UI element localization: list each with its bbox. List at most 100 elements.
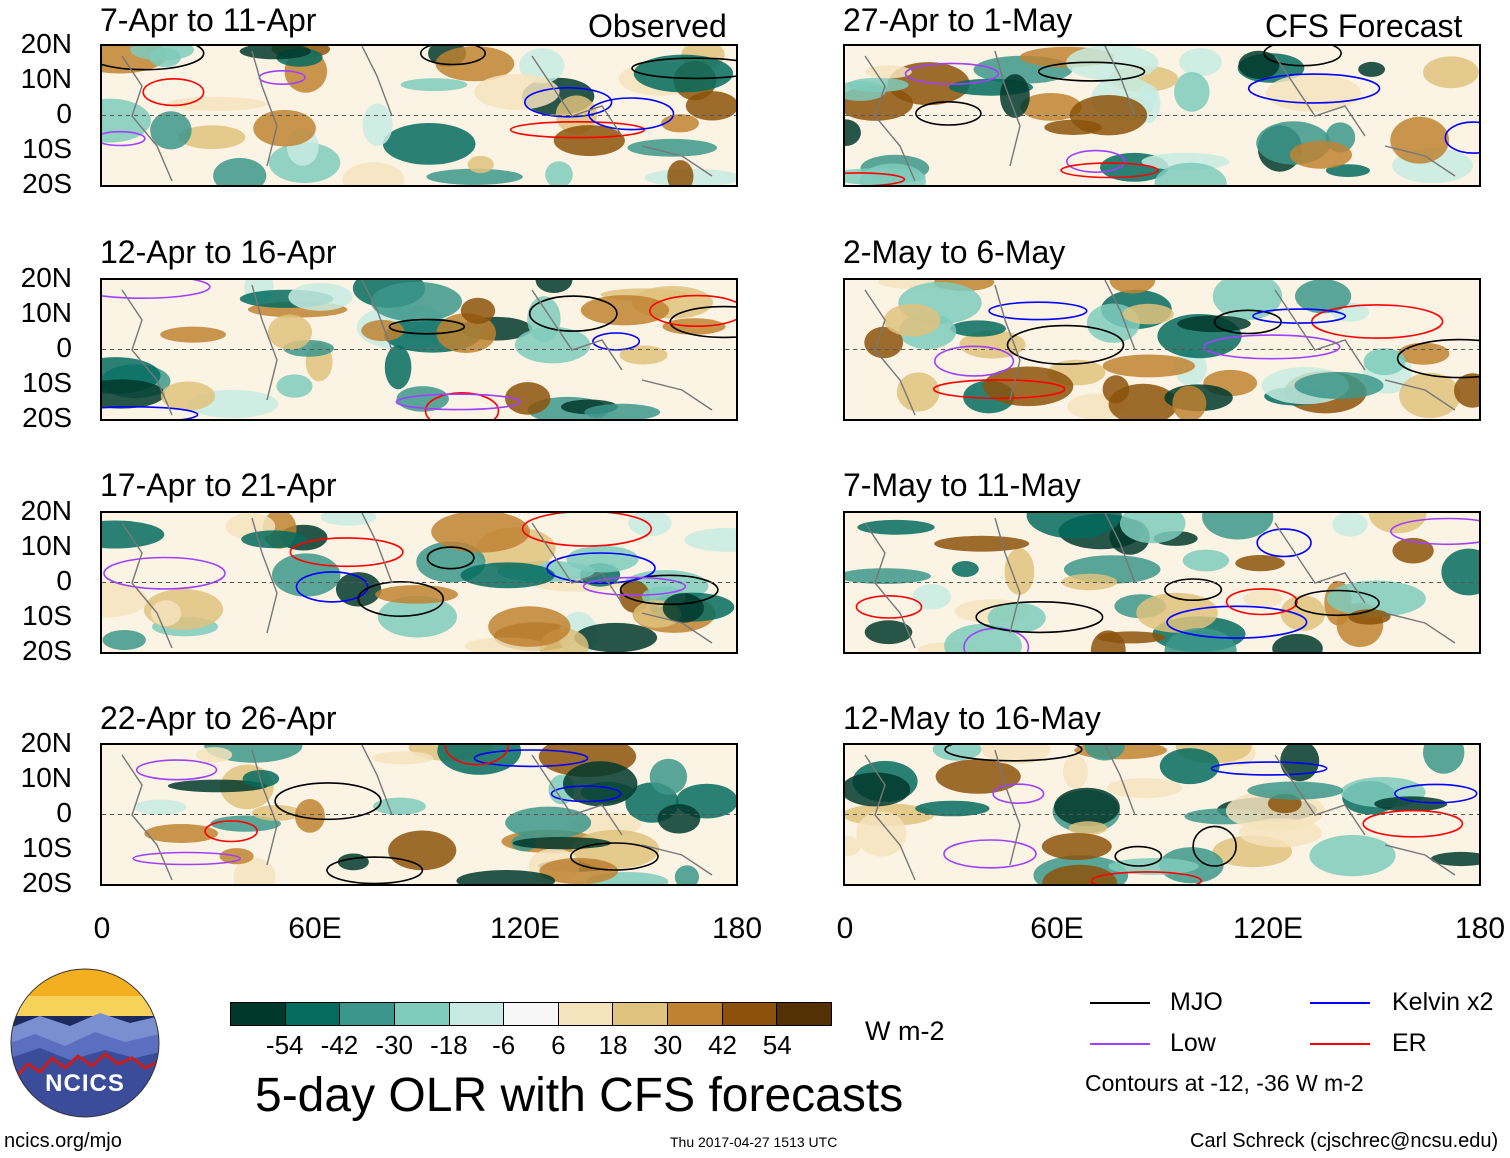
olr-anomaly-blob — [276, 374, 313, 398]
olr-anomaly-blob — [133, 799, 187, 815]
olr-anomaly-blob — [1423, 56, 1479, 89]
wave-contour — [1114, 845, 1163, 867]
wave-contour — [975, 600, 1104, 634]
olr-anomaly-blob — [1122, 303, 1174, 325]
coastline — [121, 280, 713, 416]
lon-label-left-0: 0 — [93, 912, 111, 945]
olr-anomaly-blob — [267, 314, 313, 350]
colorbar-tick-label: -54 — [265, 1030, 304, 1060]
olr-anomaly-blob — [1102, 354, 1195, 378]
wave-contour — [132, 851, 241, 866]
wave-contour — [855, 595, 923, 619]
wave-contour — [631, 57, 736, 80]
olr-anomaly-blob — [1289, 140, 1352, 169]
olr-anomaly-blob — [1430, 851, 1479, 867]
olr-anomaly-blob — [584, 403, 661, 419]
olr-anomaly-blob — [1020, 93, 1082, 121]
olr-anomaly-blob — [667, 160, 694, 185]
wave-contour — [274, 782, 382, 821]
olr-anomaly-blob — [951, 561, 979, 577]
olr-anomaly-blob — [375, 585, 458, 604]
olr-anomaly-blob — [915, 800, 990, 817]
olr-anomaly-blob — [272, 553, 341, 597]
olr-anomaly-blob — [633, 54, 734, 93]
wave-contour — [103, 556, 226, 590]
wave-contour — [426, 546, 475, 570]
olr-anomaly-blob — [1247, 781, 1344, 800]
wave-contour — [1247, 73, 1381, 104]
olr-anomaly-blob — [674, 865, 699, 884]
olr-anomaly-blob — [377, 595, 457, 638]
olr-anomaly-blob — [337, 853, 369, 871]
colorbar-swatch — [339, 1003, 394, 1025]
wave-contour — [992, 783, 1045, 805]
olr-anomaly-blob — [130, 46, 194, 61]
colorbar-tick-label: -6 — [492, 1030, 516, 1060]
olr-anomaly-blob — [320, 513, 377, 526]
olr-anomaly-blob — [514, 326, 591, 364]
olr-anomaly-blob — [342, 162, 405, 185]
colorbar-tick-label: 42 — [708, 1030, 737, 1060]
olr-anomaly-blob — [505, 382, 551, 415]
wave-contour — [204, 820, 258, 843]
olr-anomaly-blob — [373, 797, 426, 815]
olr-anomaly-blob — [983, 366, 1074, 407]
olr-anomaly-blob — [1042, 864, 1118, 884]
olr-anomaly-blob — [1164, 628, 1237, 652]
olr-anomaly-blob — [1108, 858, 1199, 875]
footer-url[interactable]: ncics.org/mjo — [4, 1130, 122, 1152]
olr-anomaly-blob — [1106, 778, 1183, 799]
olr-anomaly-blob — [580, 295, 670, 326]
lon-label-right-0: 0 — [836, 912, 854, 945]
wave-contour — [289, 537, 404, 568]
wave-contour — [1210, 761, 1328, 776]
olr-anomaly-blob — [539, 857, 619, 884]
coastline — [121, 745, 713, 881]
colorbar — [230, 1002, 832, 1026]
colorbar-tick-label: -18 — [430, 1030, 468, 1060]
wave-contour — [102, 406, 199, 419]
olr-anomaly-blob — [1202, 513, 1274, 540]
wave-contour — [570, 842, 659, 871]
olr-anomaly-blob — [102, 581, 148, 618]
olr-anomaly-blob — [1390, 116, 1450, 164]
lat-label: 20S — [22, 402, 72, 433]
lon-label-right-60e: 60E — [1030, 912, 1084, 945]
olr-anomaly-blob — [1454, 373, 1479, 408]
colorbar-tick-label: -30 — [375, 1030, 413, 1060]
panel-title-obs-1: 7-Apr to 11-Apr — [100, 2, 317, 38]
olr-anomaly-blob — [857, 519, 935, 535]
wave-contour — [420, 46, 486, 66]
wave-contour — [357, 581, 445, 618]
legend-er-line — [1310, 1043, 1370, 1045]
wave-contour — [388, 318, 466, 335]
olr-anomaly-blob — [253, 109, 316, 147]
olr-anomaly-blob — [1280, 595, 1326, 631]
colorbar-swatch — [667, 1003, 722, 1025]
logo-text: NCICS — [45, 1070, 125, 1097]
olr-anomaly-blob — [1397, 342, 1450, 365]
colorbar-tick-label: 30 — [653, 1030, 683, 1060]
olr-anomaly-blob — [102, 520, 165, 549]
wave-contour — [546, 552, 656, 585]
olr-anomaly-blob — [684, 528, 736, 552]
wave-contour — [509, 120, 646, 139]
lat-label: 20S — [22, 635, 72, 666]
legend-low-line — [1090, 1043, 1150, 1045]
wave-contour — [1060, 162, 1159, 179]
lat-label: 20S — [22, 168, 72, 199]
colorbar-swatch — [721, 1003, 777, 1025]
lat-label: 20N — [20, 495, 72, 526]
olr-anomaly-blob — [987, 602, 1046, 634]
olr-anomaly-blob — [1097, 631, 1166, 644]
olr-anomaly-blob — [488, 606, 571, 647]
wave-contour — [932, 379, 1066, 400]
wave-contour — [934, 345, 1015, 377]
ncics-logo: NCICS — [10, 968, 160, 1118]
colorbar-tick-label: -42 — [320, 1030, 359, 1060]
lon-label-left-180: 180 — [711, 912, 763, 945]
olr-anomaly-blob — [467, 155, 494, 174]
olr-anomaly-blob — [535, 280, 573, 293]
wave-contour — [102, 130, 146, 147]
legend-mjo-line — [1090, 1002, 1150, 1004]
